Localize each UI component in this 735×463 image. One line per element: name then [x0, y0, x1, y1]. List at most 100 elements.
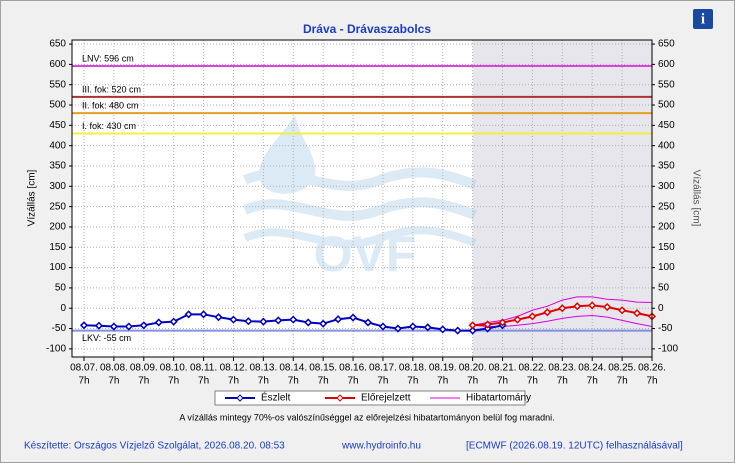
data-point: [378, 322, 388, 331]
threshold-label: I. fok: 430 cm: [82, 121, 136, 131]
x-tick-hour: 7h: [587, 376, 598, 387]
data-point: [199, 310, 208, 319]
data-point: [184, 310, 193, 319]
y2-tick-label: -50: [658, 323, 673, 334]
y2-tick-label: 200: [658, 222, 675, 233]
x-tick-label: 08.19.: [429, 363, 457, 374]
legend-marker: [336, 394, 344, 402]
data-point: [483, 320, 492, 329]
data-point: [468, 326, 477, 335]
y-tick-label: 300: [49, 181, 66, 192]
y2-tick-label: -100: [658, 344, 678, 355]
y-tick-label: 500: [49, 100, 66, 111]
x-tick-hour: 7h: [557, 376, 568, 387]
data-point: [348, 313, 358, 322]
x-tick-hour: 7h: [288, 376, 299, 387]
legend-box: [214, 390, 526, 406]
watermark-wave: [242, 167, 477, 191]
x-tick-hour: 7h: [318, 376, 329, 387]
x-tick-label: 08.18.: [399, 363, 427, 374]
x-tick-hour: 7h: [437, 376, 448, 387]
x-tick-label: 08.17.: [369, 363, 397, 374]
x-tick-hour: 7h: [347, 376, 358, 387]
x-tick-label: 08.25.: [608, 363, 636, 374]
x-tick-hour: 7h: [198, 376, 209, 387]
info-button[interactable]: i: [693, 9, 713, 29]
data-point: [79, 321, 89, 330]
data-point: [528, 312, 537, 321]
info-icon[interactable]: [693, 9, 713, 29]
data-point: [154, 318, 163, 327]
y-tick-label: -100: [46, 344, 66, 355]
y2-tick-label: 650: [658, 39, 675, 50]
footer-url: www.hydroinfo.hu: [341, 441, 421, 452]
x-tick-label: 08.11.: [190, 363, 217, 374]
y-tick-label: 400: [49, 140, 66, 151]
data-point: [259, 317, 268, 326]
x-tick-label: 08.08.: [100, 363, 128, 374]
data-point: [274, 316, 283, 325]
x-tick-hour: 7h: [497, 376, 508, 387]
y-tick-label: 50: [55, 283, 67, 294]
y-tick-label: 250: [49, 201, 66, 212]
watermark-drop: [259, 115, 316, 194]
x-tick-hour: 7h: [108, 376, 119, 387]
y2-tick-label: 100: [658, 262, 675, 273]
footer-source: [ECMWF (2026.08.19. 12UTC) felhasználásá…: [466, 441, 683, 452]
data-point: [438, 325, 447, 334]
threshold-label: LNV: 596 cm: [82, 53, 134, 63]
x-tick-label: 08.12.: [220, 363, 248, 374]
threshold-label: III. fok: 520 cm: [82, 84, 141, 94]
footer-author: Készítette: Országos Vízjelző Szolgálat,…: [24, 441, 285, 452]
y2-tick-label: 400: [658, 140, 675, 151]
watermark-wave: [243, 226, 477, 248]
x-tick-hour: 7h: [78, 376, 89, 387]
y-tick-label: 450: [49, 120, 66, 131]
y2-axis-label: Vízállás [cm]: [690, 170, 701, 227]
data-point: [124, 322, 133, 331]
watermark-text: OVF: [314, 226, 417, 282]
watermark-wave: [242, 197, 477, 221]
x-tick-hour: 7h: [168, 376, 179, 387]
x-tick-label: 08.10.: [160, 363, 188, 374]
y2-tick-label: 50: [658, 283, 670, 294]
y-tick-label: 150: [49, 242, 66, 253]
y2-tick-label: 0: [658, 303, 664, 314]
y2-tick-label: 600: [658, 59, 675, 70]
y2-tick-label: 250: [658, 201, 675, 212]
x-tick-label: 08.16.: [339, 363, 367, 374]
legend-marker: [236, 394, 244, 402]
threshold-label: LKV: -55 cm: [82, 333, 131, 343]
data-point: [169, 317, 178, 326]
data-point: [334, 315, 343, 324]
x-tick-hour: 7h: [407, 376, 418, 387]
x-tick-label: 08.15.: [309, 363, 337, 374]
data-point: [214, 313, 223, 322]
data-point: [408, 322, 417, 331]
x-tick-hour: 7h: [527, 376, 538, 387]
data-point: [543, 308, 552, 317]
x-tick-label: 08.26.: [638, 363, 666, 374]
y-tick-label: 600: [49, 59, 66, 70]
y-tick-label: 0: [60, 303, 66, 314]
legend: Észlelt Előrejelzett Hibatartomány: [214, 390, 531, 406]
data-point: [483, 324, 492, 333]
data-point: [498, 318, 507, 327]
y-tick-label: 200: [49, 222, 66, 233]
data-point: [139, 321, 148, 330]
legend-label: Észlelt: [261, 391, 291, 404]
x-tick-label: 08.14.: [279, 363, 307, 374]
x-tick-hour: 7h: [228, 376, 239, 387]
data-point: [632, 309, 642, 318]
data-point: [558, 304, 567, 313]
info-icon-text[interactable]: i: [701, 11, 705, 27]
x-tick-label: 08.21.: [489, 363, 517, 374]
data-point: [304, 318, 313, 327]
data-point: [423, 323, 432, 332]
data-point: [363, 318, 373, 327]
y2-tick-label: 350: [658, 161, 675, 172]
data-point: [603, 302, 612, 312]
y-tick-label: -50: [52, 323, 67, 334]
x-tick-hour: 7h: [617, 376, 628, 387]
x-tick-hour: 7h: [377, 376, 388, 387]
